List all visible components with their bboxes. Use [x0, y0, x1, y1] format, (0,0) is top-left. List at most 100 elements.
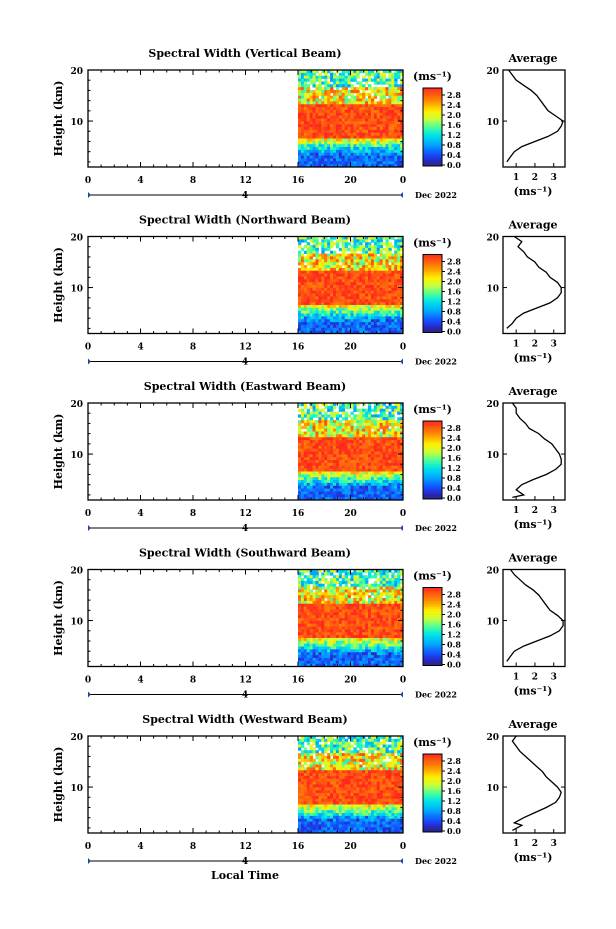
heatmap-cell [397, 127, 401, 131]
heatmap-cell [298, 425, 302, 430]
heatmap-cell [373, 259, 378, 263]
heatmap-cell [365, 592, 369, 596]
heatmap-cell [318, 578, 322, 582]
heatmap-cell [303, 101, 308, 105]
heatmap-cell [353, 583, 357, 588]
heatmap-cell [376, 285, 381, 289]
heatmap-cell [300, 112, 305, 117]
heatmap-cell [303, 810, 308, 814]
heatmap-cell [344, 482, 348, 487]
heatmap-cell [359, 267, 363, 272]
heatmap-cell [318, 290, 322, 294]
heatmap-cell [347, 434, 351, 438]
x-tick-label: 4 [137, 176, 143, 186]
heatmap-cell [356, 640, 360, 645]
heatmap-cell [388, 646, 392, 650]
heatmap-cell [298, 457, 302, 461]
heatmap-cell [318, 115, 322, 119]
heatmap-cell [382, 152, 386, 156]
heatmap-cell [394, 575, 398, 579]
heatmap-cell [330, 152, 334, 156]
heatmap-cell [350, 279, 354, 283]
heatmap-cell [353, 78, 357, 82]
heatmap-cell [327, 488, 331, 492]
heatmap-cell [347, 592, 351, 596]
heatmap-cell [362, 302, 366, 306]
heatmap-cell [333, 155, 337, 159]
heatmap-cell [335, 304, 340, 309]
colorbar-tick-label: 0.4 [447, 483, 461, 493]
heatmap-cell [306, 773, 311, 777]
heatmap-cell [300, 440, 305, 444]
heatmap-cell [298, 753, 302, 757]
heatmap-cell [356, 109, 360, 114]
heatmap-cell [359, 572, 363, 576]
heatmap-cell [312, 242, 316, 246]
heatmap-cell [306, 141, 311, 145]
heatmap-cell [356, 236, 360, 240]
heatmap-cell [350, 615, 354, 619]
heatmap-cell [362, 267, 366, 272]
heatmap-cell [394, 310, 398, 314]
heatmap-cell [300, 247, 305, 252]
heatmap-cell [330, 606, 334, 610]
heatmap-cell [298, 815, 302, 820]
heatmap-cell [373, 580, 378, 585]
heatmap-cell [379, 95, 383, 99]
heatmap-cell [330, 265, 334, 269]
heatmap-cell [312, 428, 316, 432]
heatmap-cell [338, 655, 343, 659]
heatmap-cell [394, 330, 398, 334]
heatmap-cell [341, 569, 346, 573]
heatmap-cell [379, 569, 383, 573]
heatmap-cell [306, 319, 311, 323]
heatmap-cell [300, 101, 305, 105]
heatmap-cell [397, 615, 401, 619]
heatmap-cell [306, 270, 311, 274]
heatmap-cell [359, 262, 363, 266]
heatmap-cell [350, 485, 354, 489]
heatmap-cell [306, 580, 311, 585]
profile-y-tick-label: 20 [486, 400, 499, 410]
heatmap-cell [356, 425, 360, 430]
heatmap-cell [333, 620, 337, 625]
heatmap-cell [353, 488, 357, 492]
heatmap-cell [388, 109, 392, 114]
profile-y-tick-label: 20 [486, 67, 499, 77]
heatmap-cell [330, 147, 334, 151]
heatmap-cell [382, 465, 386, 470]
heatmap-cell [362, 147, 366, 151]
heatmap-cell [333, 293, 337, 297]
heatmap-cell [333, 643, 337, 647]
heatmap-cell [373, 609, 378, 613]
heatmap-cell [385, 98, 389, 102]
heatmap-cell [356, 442, 360, 447]
heatmap-cell [318, 256, 322, 260]
heatmap-cell [341, 299, 346, 303]
heatmap-cell [385, 121, 389, 125]
heatmap-cell [368, 635, 372, 639]
heatmap-cell [365, 127, 369, 131]
heatmap-cell [394, 403, 398, 407]
heatmap-cell [350, 572, 354, 576]
heatmap-cell [388, 302, 392, 306]
heatmap-cell [330, 276, 334, 280]
heatmap-cell [335, 632, 340, 636]
heatmap-cell [298, 81, 302, 85]
heatmap-cell [350, 141, 354, 145]
heatmap-cell [324, 462, 328, 467]
heatmap-cell [394, 273, 398, 277]
heatmap-cell [341, 497, 346, 501]
heatmap-cell [312, 322, 316, 326]
heatmap-cell [347, 273, 351, 277]
heatmap-cell [333, 592, 337, 596]
heatmap-cell [382, 437, 386, 441]
heatmap-cell [303, 457, 308, 461]
heatmap-cell [373, 460, 378, 464]
heatmap-cell [391, 161, 395, 165]
heatmap-cell [373, 239, 378, 243]
heatmap-cell [312, 431, 316, 435]
heatmap-cell [353, 572, 357, 576]
heatmap-cell [347, 319, 351, 323]
heatmap-cell [353, 95, 357, 99]
